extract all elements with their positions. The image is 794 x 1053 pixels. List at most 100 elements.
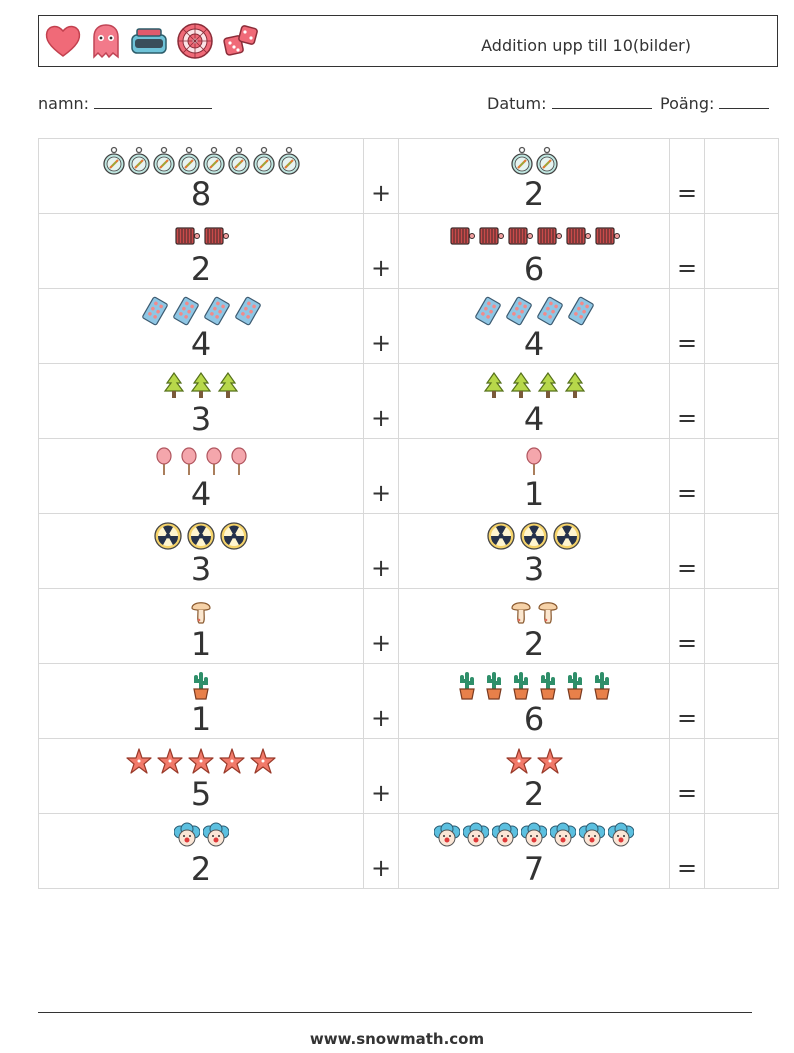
starfish-icon — [249, 747, 277, 779]
addend-b-pictures — [399, 146, 669, 180]
compass-icon — [252, 146, 275, 180]
addend-a-pictures — [39, 822, 363, 854]
harmonica-icon — [203, 224, 229, 252]
equals-cell: = — [669, 588, 705, 664]
addend-a-number: 2 — [190, 250, 212, 288]
equals-cell: = — [669, 363, 705, 439]
addend-a-cell: 8 — [38, 138, 364, 214]
equals-sign: = — [676, 254, 698, 282]
equals-cell: = — [669, 738, 705, 814]
addend-b-pictures — [399, 822, 669, 854]
equals-sign: = — [676, 554, 698, 582]
plus-sign: + — [370, 329, 392, 357]
answer-cell[interactable] — [704, 588, 779, 664]
equals-cell: = — [669, 288, 705, 364]
plus-sign: + — [370, 629, 392, 657]
score-field[interactable]: Poäng: — [660, 94, 770, 113]
compass-icon — [535, 146, 558, 180]
addend-b-number: 2 — [523, 775, 545, 813]
equals-sign: = — [676, 854, 698, 882]
addend-a-number: 3 — [190, 400, 212, 438]
clown-icon — [173, 822, 200, 854]
equals-cell: = — [669, 663, 705, 739]
cotton-candy-icon — [523, 446, 545, 480]
heart-icon — [45, 25, 81, 57]
date-field[interactable]: Datum: — [487, 94, 652, 113]
clown-icon — [549, 822, 577, 854]
score-blank[interactable] — [719, 94, 770, 109]
answer-cell[interactable] — [704, 663, 779, 739]
footer-url: www.snowmath.com — [309, 1030, 485, 1048]
starfish-icon — [125, 747, 153, 779]
compass-icon — [227, 146, 250, 180]
dartboard-icon — [177, 23, 213, 59]
addend-b-pictures — [399, 522, 669, 554]
equals-cell: = — [669, 438, 705, 514]
dice-icon — [223, 25, 258, 56]
answer-cell[interactable] — [704, 288, 779, 364]
pill-pack-icon — [172, 296, 200, 330]
worksheet-title: Addition upp till 10(bilder) — [481, 36, 691, 55]
tree-icon — [162, 371, 186, 405]
addend-b-number: 4 — [523, 325, 545, 363]
addend-b-cell: 2 — [398, 138, 670, 214]
problem-row: 3 +4 = — [38, 363, 779, 439]
equals-sign: = — [676, 179, 698, 207]
addend-a-pictures — [39, 672, 363, 704]
starfish-icon — [156, 747, 184, 779]
pill-pack-icon — [141, 296, 169, 330]
radiation-icon — [486, 521, 516, 555]
cotton-candy-icon — [153, 446, 175, 480]
addend-b-cell: 3 — [398, 513, 670, 589]
addend-b-cell: 1 — [398, 438, 670, 514]
worksheet-header: Addition upp till 10(bilder) — [38, 15, 778, 67]
starfish-icon — [536, 747, 564, 779]
addend-a-number: 1 — [190, 700, 212, 738]
answer-cell[interactable] — [704, 513, 779, 589]
answer-cell[interactable] — [704, 438, 779, 514]
plus-cell: + — [363, 588, 399, 664]
addend-b-cell: 7 — [398, 813, 670, 889]
addend-a-pictures — [39, 296, 363, 330]
addend-b-cell: 6 — [398, 213, 670, 289]
equals-sign: = — [676, 404, 698, 432]
addend-a-pictures — [39, 447, 363, 479]
plus-sign: + — [370, 779, 392, 807]
cactus-icon — [563, 671, 587, 705]
problem-row: 4 +1 = — [38, 438, 779, 514]
cactus-icon — [509, 671, 533, 705]
addend-a-cell: 2 — [38, 213, 364, 289]
date-blank[interactable] — [551, 94, 652, 109]
answer-cell[interactable] — [704, 213, 779, 289]
problem-row: 1 +6 = — [38, 663, 779, 739]
radiation-icon — [219, 521, 249, 555]
cactus-icon — [455, 671, 479, 705]
answer-cell[interactable] — [704, 363, 779, 439]
mushroom-icon — [189, 596, 213, 630]
name-field[interactable]: namn: — [38, 94, 213, 113]
plus-cell: + — [363, 663, 399, 739]
equals-cell: = — [669, 813, 705, 889]
addend-b-pictures — [399, 747, 669, 779]
answer-cell[interactable] — [704, 138, 779, 214]
name-blank[interactable] — [94, 94, 213, 109]
cactus-icon — [536, 671, 560, 705]
plus-sign: + — [370, 479, 392, 507]
harmonica-icon — [565, 224, 591, 252]
addend-a-number: 3 — [190, 550, 212, 588]
cactus-icon — [590, 671, 614, 705]
addend-b-number: 2 — [523, 625, 545, 663]
clown-icon — [607, 822, 635, 854]
clown-icon — [578, 822, 606, 854]
answer-cell[interactable] — [704, 738, 779, 814]
cotton-candy-icon — [203, 446, 225, 480]
plus-sign: + — [370, 704, 392, 732]
harmonica-icon — [507, 224, 533, 252]
answer-cell[interactable] — [704, 813, 779, 889]
plus-sign: + — [370, 254, 392, 282]
radiation-icon — [153, 521, 183, 555]
pill-pack-icon — [474, 296, 502, 330]
problem-row: 5 +2 = — [38, 738, 779, 814]
radiation-icon — [519, 521, 549, 555]
harmonica-icon — [478, 224, 504, 252]
